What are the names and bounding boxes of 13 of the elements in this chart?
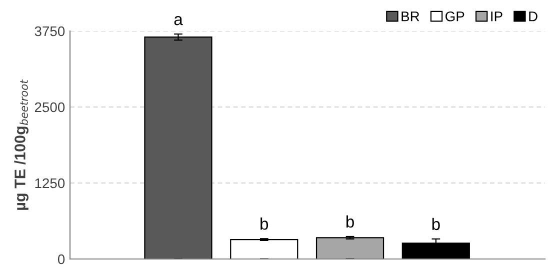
annotation: b xyxy=(432,218,440,230)
legend-label: IP xyxy=(491,12,502,22)
annotation: b xyxy=(346,215,354,228)
y-tick-label: 0 xyxy=(58,254,65,264)
legend-label: D xyxy=(529,12,538,22)
y-axis-title: µg TE /100g$_{beetroot}$ xyxy=(14,79,28,210)
text: a xyxy=(174,16,183,26)
y-tick-label: 3750 xyxy=(34,26,65,36)
legend-label: BR xyxy=(402,12,420,22)
legend-label: GP xyxy=(446,11,464,22)
y-tick-label: 1250 xyxy=(35,178,65,188)
y-tick-label: 2500 xyxy=(34,102,65,112)
annotation: b xyxy=(260,218,268,230)
